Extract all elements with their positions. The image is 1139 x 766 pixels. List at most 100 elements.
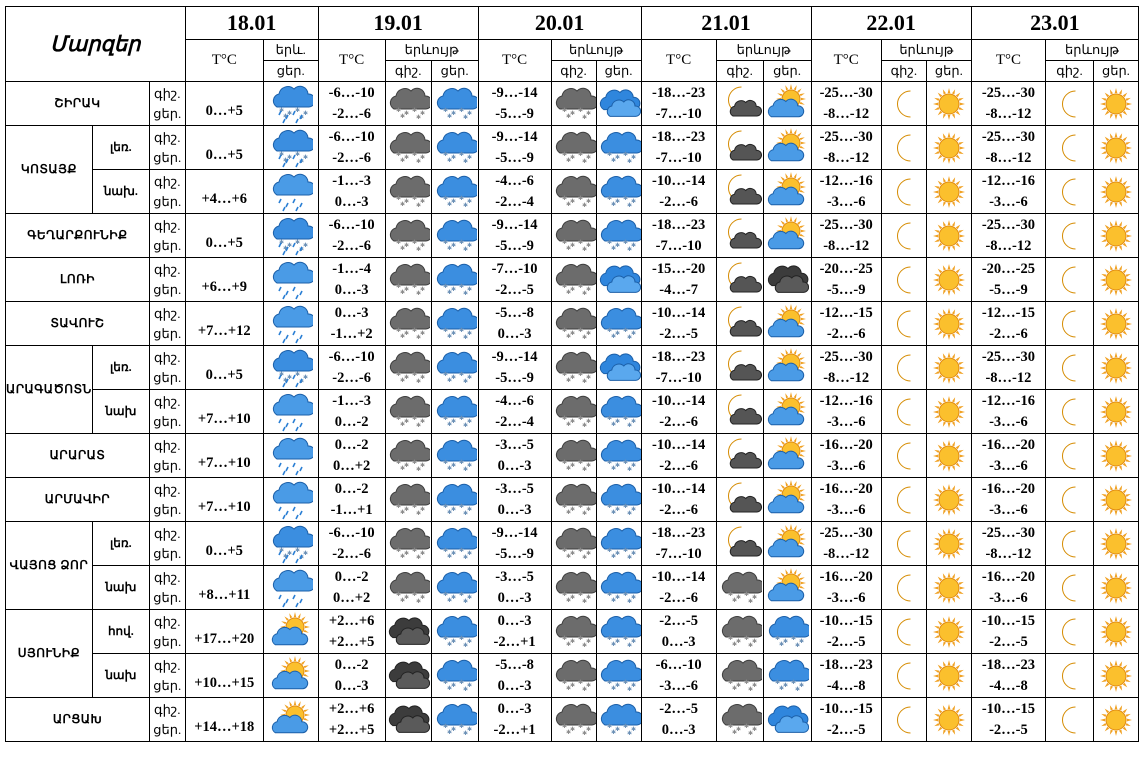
temperature-cell: -15…-20 -4…-7 [640, 257, 717, 302]
night-temperature: -6…-10 [328, 216, 375, 233]
svg-text:✱: ✱ [400, 421, 405, 428]
night-weather-cell [880, 653, 927, 698]
svg-text:✱: ✱ [459, 239, 464, 246]
svg-text:✱: ✱ [586, 418, 591, 425]
day-temperature: -7…-10 [655, 237, 702, 254]
svg-text:✱: ✱ [607, 503, 612, 510]
moon-cloud-icon [727, 174, 762, 204]
day-weather-cell: ✱ ✱ ✱ ✱ ✱ ✱ [430, 389, 479, 434]
day-temperature: -2…-6 [659, 457, 698, 474]
svg-text:✱: ✱ [451, 682, 456, 689]
svg-text:✱: ✱ [412, 151, 417, 158]
svg-text:✱: ✱ [566, 597, 571, 604]
svg-text:✱: ✱ [566, 201, 571, 208]
temperature-cell: -25…-30 -8…-12 [810, 345, 882, 390]
svg-text:✱: ✱ [752, 726, 757, 733]
night-label: գիշ. [154, 305, 181, 321]
svg-text:✱: ✱ [611, 685, 616, 692]
svg-text:✱: ✱ [396, 283, 401, 290]
svg-text:✱: ✱ [607, 547, 612, 554]
svg-text:✱: ✱ [627, 246, 632, 253]
sun-icon [1099, 395, 1132, 428]
svg-text:✱: ✱ [607, 195, 612, 202]
snow-blue-icon: ✱ ✱ ✱ ✱✱ ✱ [600, 307, 641, 341]
period-labels: գիշ. ցեր. [148, 257, 186, 302]
temperature-cell: -4…-6 -2…-4 [477, 169, 552, 214]
weather-cell [262, 477, 319, 522]
moon-cloud-icon [727, 394, 762, 424]
svg-text:✱: ✱ [611, 465, 616, 472]
night-weather-cell: ✱ ✱ ✱ ✱ ✱ ✱ [550, 697, 597, 742]
snow-dark-icon: ✱ ✱ ✱ ✱✱ ✱ [390, 175, 431, 209]
svg-text:✱: ✱ [420, 418, 425, 425]
temperature-cell: 0…-2 -1…+1 [317, 477, 386, 522]
night-weather-cell: ✱ ✱ ✱ ✱ ✱ ✱ [550, 345, 597, 390]
snow-dark-icon: ✱ ✱ ✱ ✱✱ ✱ [721, 659, 762, 693]
day-weather-cell: ✱ ✱ ✱ ✱ ✱ ✱ [430, 609, 479, 654]
night-temperature: -25…-30 [819, 84, 873, 101]
svg-text:✱: ✱ [451, 418, 456, 425]
day-weather-cell: ✱ ✱ ✱ ✱ ✱ ✱ [595, 213, 642, 258]
weather-cell [262, 301, 319, 346]
sun-icon [932, 175, 965, 208]
night-weather-cell [384, 697, 432, 742]
night-temperature: +2…+6 [328, 700, 375, 717]
snow-blue-icon: ✱ ✱ ✱ ✱✱ ✱ [600, 527, 641, 561]
svg-text:✱: ✱ [578, 195, 583, 202]
night-temperature: -12…-16 [981, 172, 1036, 189]
svg-text:✱: ✱ [420, 594, 425, 601]
svg-text:✱: ✱ [416, 554, 421, 561]
night-temperature: -10…-14 [652, 568, 706, 585]
svg-text:✱: ✱ [416, 114, 421, 121]
temperature-cell: -16…-20 -3…-6 [810, 477, 882, 522]
day-weather-cell [925, 697, 972, 742]
subregion-name: նախ [91, 653, 150, 698]
moon-icon [896, 266, 911, 293]
night-weather-cell: ✱ ✱ ✱ ✱ ✱ ✱ [550, 169, 597, 214]
night-weather-cell: ✱ ✱ ✱ ✱ ✱ ✱ [550, 389, 597, 434]
temperature-cell: -25…-30 -8…-12 [970, 213, 1047, 258]
svg-text:✱: ✱ [627, 598, 632, 605]
svg-text:✱: ✱ [463, 730, 468, 737]
temperature-cell: -10…-15 -2…-5 [810, 697, 882, 742]
svg-text:✱: ✱ [615, 550, 620, 557]
temperature-cell: 0…+5 [184, 213, 264, 258]
svg-text:✱: ✱ [447, 465, 452, 472]
svg-text:✱: ✱ [416, 246, 421, 253]
svg-text:✱: ✱ [791, 635, 796, 642]
temperature-cell: 0…-2 0…+2 [317, 433, 386, 478]
day-temperature: -8…-12 [823, 237, 870, 254]
day-temperature: 0…-3 [497, 589, 532, 606]
day-label: ցեր. [153, 281, 182, 297]
day-temperature: 0…-3 [334, 193, 369, 210]
svg-text:✱: ✱ [283, 245, 288, 252]
night-label: գիշ. [154, 481, 181, 497]
day-weather-cell [1092, 609, 1139, 654]
weather-cell: ✱✱✱✱✱✱ [262, 125, 319, 170]
svg-text:✱: ✱ [459, 107, 464, 114]
day-label: ցեր. [153, 545, 182, 561]
moon-icon [1062, 266, 1076, 293]
sun-icon [932, 703, 965, 736]
svg-text:✱: ✱ [420, 550, 425, 557]
svg-text:✱: ✱ [728, 591, 733, 598]
svg-text:✱: ✱ [463, 510, 468, 517]
svg-text:✱: ✱ [459, 723, 464, 730]
day-weather-cell [1092, 81, 1139, 126]
svg-text:✱: ✱ [775, 635, 780, 642]
day-weather-cell [762, 477, 812, 522]
svg-text:✱: ✱ [586, 110, 591, 117]
temperature-cell: +7…+12 [184, 301, 264, 346]
day-temperature: -8…-12 [985, 149, 1032, 166]
moon-cloud-icon [727, 306, 762, 336]
snow-dark-icon: ✱ ✱ ✱ ✱✱ ✱ [390, 351, 431, 385]
svg-text:✱: ✱ [443, 239, 448, 246]
snow-dark-icon: ✱ ✱ ✱ ✱✱ ✱ [555, 571, 596, 605]
svg-text:✱: ✱ [582, 554, 587, 561]
night-label: գիշ. [154, 217, 181, 233]
night-temperature: -25…-30 [819, 128, 873, 145]
night-weather-cell: ✱ ✱ ✱ ✱ ✱ ✱ [550, 477, 597, 522]
night-temperature: -5…-8 [495, 304, 534, 321]
night-label: գիշ. [154, 525, 181, 541]
svg-text:✱: ✱ [623, 327, 628, 334]
